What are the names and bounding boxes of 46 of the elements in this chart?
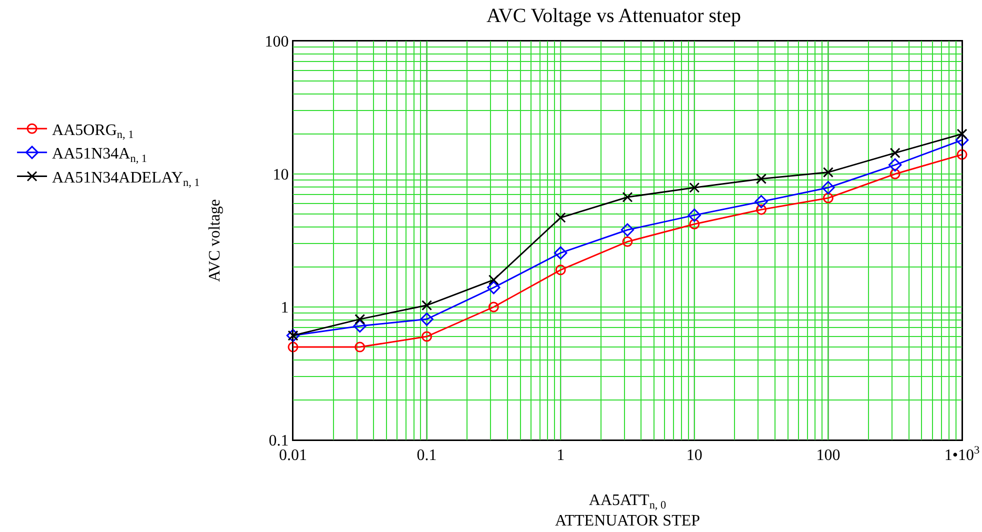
legend-label: AA5ORG$_{n, 1}$ (52, 122, 134, 142)
legend-label: AA51N34ADELAY$_{n, 1}$ (52, 169, 200, 189)
y-tick-label: 1 (280, 300, 289, 317)
point (689, 182, 700, 193)
point (620, 223, 634, 236)
point (353, 319, 366, 333)
point (555, 264, 566, 276)
point (822, 167, 834, 178)
point (754, 195, 768, 208)
point (888, 158, 902, 172)
point (288, 342, 298, 352)
point (487, 280, 500, 294)
point (622, 236, 633, 247)
point (822, 181, 835, 194)
y-tick-label: 0.1 (268, 432, 289, 450)
point (488, 274, 499, 286)
x-tick-label: 100 (816, 447, 840, 464)
point (822, 192, 834, 204)
point (555, 212, 566, 223)
legend-label: AA51N34A$_{n, 1}$ (52, 146, 148, 166)
point (488, 302, 499, 312)
point (354, 342, 366, 352)
x-tick-label: 10 (686, 447, 702, 464)
point (956, 128, 968, 140)
point (422, 331, 432, 342)
x-axis-title: AA5ATT$_{n, 0}$ ATTENUATOR STEP (554, 492, 700, 530)
point (890, 148, 900, 158)
point (689, 218, 700, 230)
x-tick-label: 1 (556, 447, 565, 464)
point (756, 174, 767, 184)
point (354, 314, 366, 324)
point (956, 149, 968, 160)
point (420, 312, 434, 326)
point (688, 208, 701, 222)
x-tick-label: 0.01 (279, 447, 307, 464)
point (756, 204, 767, 215)
y-axis-title: AVC voltage (206, 199, 224, 282)
x-tick-label: 0.1 (416, 447, 437, 464)
x-tick-label: 1•10$^{3}$ (944, 444, 980, 464)
point (554, 246, 568, 260)
point (622, 192, 633, 202)
point (890, 168, 900, 180)
y-tick-label: 10 (272, 166, 289, 184)
chart-title: AVC Voltage vs Attenuator step (486, 4, 741, 27)
y-tick-label: 100 (264, 34, 289, 51)
point (422, 300, 432, 311)
